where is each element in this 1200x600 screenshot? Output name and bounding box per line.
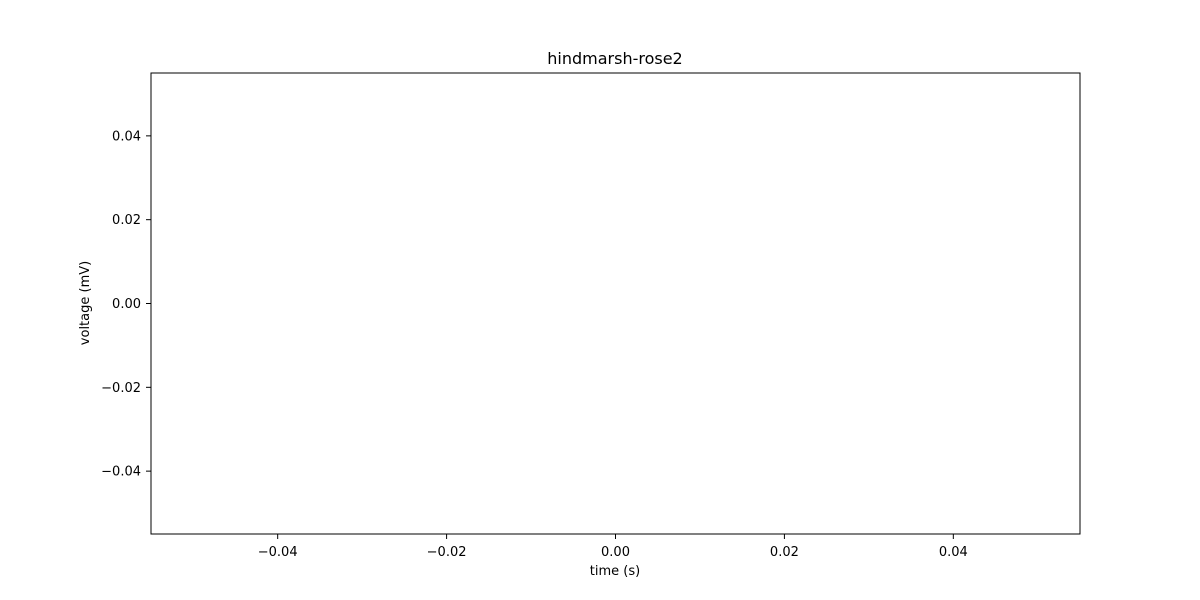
x-tick-label: −0.04 — [258, 545, 298, 560]
y-tick-label: −0.02 — [101, 381, 141, 396]
x-tick-label: 0.00 — [601, 545, 630, 560]
y-tick-label: 0.02 — [112, 213, 141, 228]
plot-area — [150, 72, 1081, 535]
x-axis: −0.04 −0.02 0.00 0.02 0.04 — [258, 534, 968, 560]
y-axis-label: voltage (mV) — [78, 261, 93, 345]
x-axis-label: time (s) — [590, 564, 640, 579]
y-tick-label: −0.04 — [101, 465, 141, 480]
x-tick-label: −0.02 — [427, 545, 467, 560]
y-axis: −0.04 −0.02 0.00 0.02 0.04 — [101, 129, 151, 480]
y-tick-label: 0.00 — [112, 297, 141, 312]
chart-title: hindmarsh-rose2 — [547, 49, 682, 68]
x-tick-label: 0.02 — [770, 545, 799, 560]
x-tick-label: 0.04 — [939, 545, 968, 560]
y-tick-label: 0.04 — [112, 129, 141, 144]
